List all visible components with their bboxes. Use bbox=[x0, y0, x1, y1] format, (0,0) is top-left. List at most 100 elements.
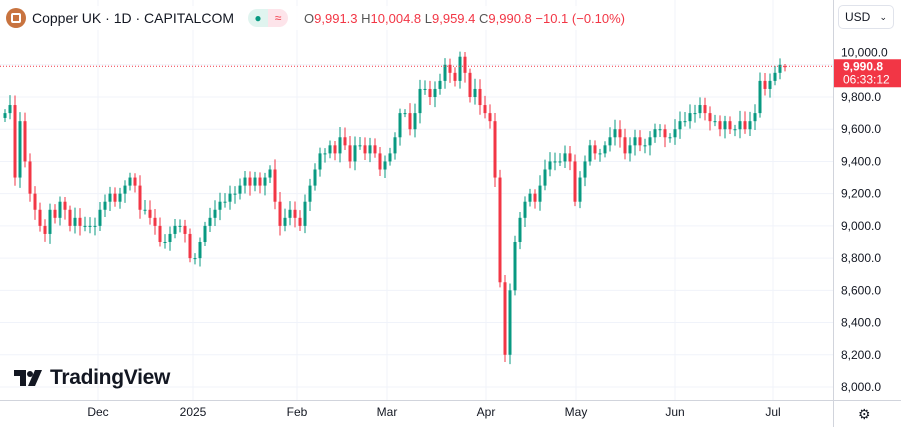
candle-body bbox=[408, 113, 412, 130]
candle-body bbox=[458, 56, 462, 81]
tradingview-logo-icon bbox=[14, 370, 42, 386]
candle-body bbox=[258, 177, 262, 186]
delayed-data-icon: ≈ bbox=[268, 9, 289, 27]
brand-name: TradingView bbox=[50, 366, 171, 389]
candle-body bbox=[713, 121, 717, 123]
open-value: 9,991.3 bbox=[314, 10, 358, 26]
high-value: 10,004.8 bbox=[370, 10, 422, 26]
market-status-badge[interactable]: ● ≈ bbox=[248, 9, 289, 27]
candle-body bbox=[263, 177, 267, 186]
candle-body bbox=[778, 64, 782, 73]
candle-body bbox=[463, 56, 467, 73]
candle-body bbox=[38, 209, 42, 226]
candle-body bbox=[88, 225, 92, 227]
symbol-title[interactable]: Copper UK · 1D · CAPITALCOM bbox=[32, 10, 235, 26]
y-tick-label: 9,600.0 bbox=[841, 122, 881, 136]
candle-body bbox=[403, 113, 407, 115]
currency-value: USD bbox=[845, 10, 871, 24]
x-tick-label: Feb bbox=[287, 405, 308, 419]
candle-body bbox=[668, 137, 672, 139]
candle-body bbox=[443, 64, 447, 81]
candle-body bbox=[203, 225, 207, 242]
candle-body bbox=[128, 177, 132, 186]
candle-body bbox=[318, 153, 322, 170]
candle-body bbox=[283, 217, 287, 226]
candle-body bbox=[478, 88, 482, 106]
candle-body bbox=[743, 121, 747, 130]
candle-body bbox=[113, 193, 117, 202]
candle-body bbox=[473, 88, 477, 97]
y-tick-label: 8,000.0 bbox=[841, 380, 881, 394]
candle-body bbox=[228, 193, 232, 202]
candle-body bbox=[68, 209, 72, 226]
candle-body bbox=[358, 145, 362, 147]
candle-body bbox=[63, 201, 67, 210]
candle-body bbox=[643, 145, 647, 147]
candle-body bbox=[248, 177, 252, 186]
candle-body bbox=[488, 113, 492, 122]
candle-body bbox=[648, 137, 652, 146]
candle-body bbox=[683, 121, 687, 123]
candle-body bbox=[628, 145, 632, 154]
candle-body bbox=[768, 80, 772, 89]
y-tick-label: 10,000.0 bbox=[841, 45, 888, 59]
candle-body bbox=[688, 113, 692, 122]
candle-body bbox=[23, 121, 27, 162]
x-tick-label: 2025 bbox=[180, 405, 207, 419]
candle-body bbox=[323, 153, 327, 155]
candle-body bbox=[193, 258, 197, 260]
currency-select[interactable]: USD ⌄ bbox=[838, 5, 894, 29]
candle-body bbox=[538, 185, 542, 202]
candle-body bbox=[103, 201, 107, 210]
candle-body bbox=[118, 193, 122, 202]
close-value: 9,990.8 bbox=[488, 10, 532, 26]
candle-body bbox=[143, 209, 147, 211]
candle-body bbox=[518, 217, 522, 242]
candle-body bbox=[758, 80, 762, 114]
y-tick-label: 9,200.0 bbox=[841, 187, 881, 201]
candle-body bbox=[83, 225, 87, 227]
y-tick-label: 9,800.0 bbox=[841, 90, 881, 104]
candle-body bbox=[73, 217, 77, 226]
candle-body bbox=[48, 209, 52, 234]
candle-body bbox=[468, 72, 472, 97]
candle-body bbox=[353, 145, 357, 162]
candle-body bbox=[623, 137, 627, 154]
candle-body bbox=[523, 201, 527, 218]
candle-body bbox=[748, 121, 752, 130]
last-price-label bbox=[834, 59, 901, 88]
candle-body bbox=[553, 161, 557, 163]
candle-body bbox=[513, 241, 517, 291]
candle-body bbox=[338, 137, 342, 154]
candle-body bbox=[268, 169, 272, 178]
candle-body bbox=[333, 145, 337, 154]
candle-body bbox=[728, 121, 732, 130]
candle-body bbox=[13, 105, 17, 178]
gear-icon[interactable]: ⚙ bbox=[858, 406, 871, 422]
candle-body bbox=[348, 145, 352, 162]
candle-body bbox=[53, 209, 57, 218]
x-tick-label: Mar bbox=[377, 405, 398, 419]
candle-body bbox=[33, 193, 37, 210]
y-tick-label: 9,000.0 bbox=[841, 219, 881, 233]
candle-body bbox=[188, 233, 192, 259]
candle-body bbox=[98, 209, 102, 226]
x-tick-label: May bbox=[565, 405, 588, 419]
candle-body bbox=[453, 72, 457, 81]
candle-body bbox=[578, 177, 582, 202]
y-tick-label: 8,400.0 bbox=[841, 316, 881, 330]
candle-body bbox=[298, 217, 302, 226]
y-tick-label: 9,400.0 bbox=[841, 154, 881, 168]
candle-body bbox=[208, 217, 212, 226]
candle-body bbox=[678, 121, 682, 130]
tradingview-logo[interactable]: TradingView bbox=[14, 366, 170, 390]
candle-body bbox=[238, 185, 242, 194]
candle-body bbox=[273, 169, 277, 202]
candle-body bbox=[493, 121, 497, 178]
y-tick-label: 8,600.0 bbox=[841, 283, 881, 297]
candle-body bbox=[428, 88, 432, 97]
candle-body bbox=[253, 177, 257, 186]
ohlc-legend: O9,991.3 H10,004.8 L9,959.4 C9,990.8 −10… bbox=[304, 10, 626, 26]
